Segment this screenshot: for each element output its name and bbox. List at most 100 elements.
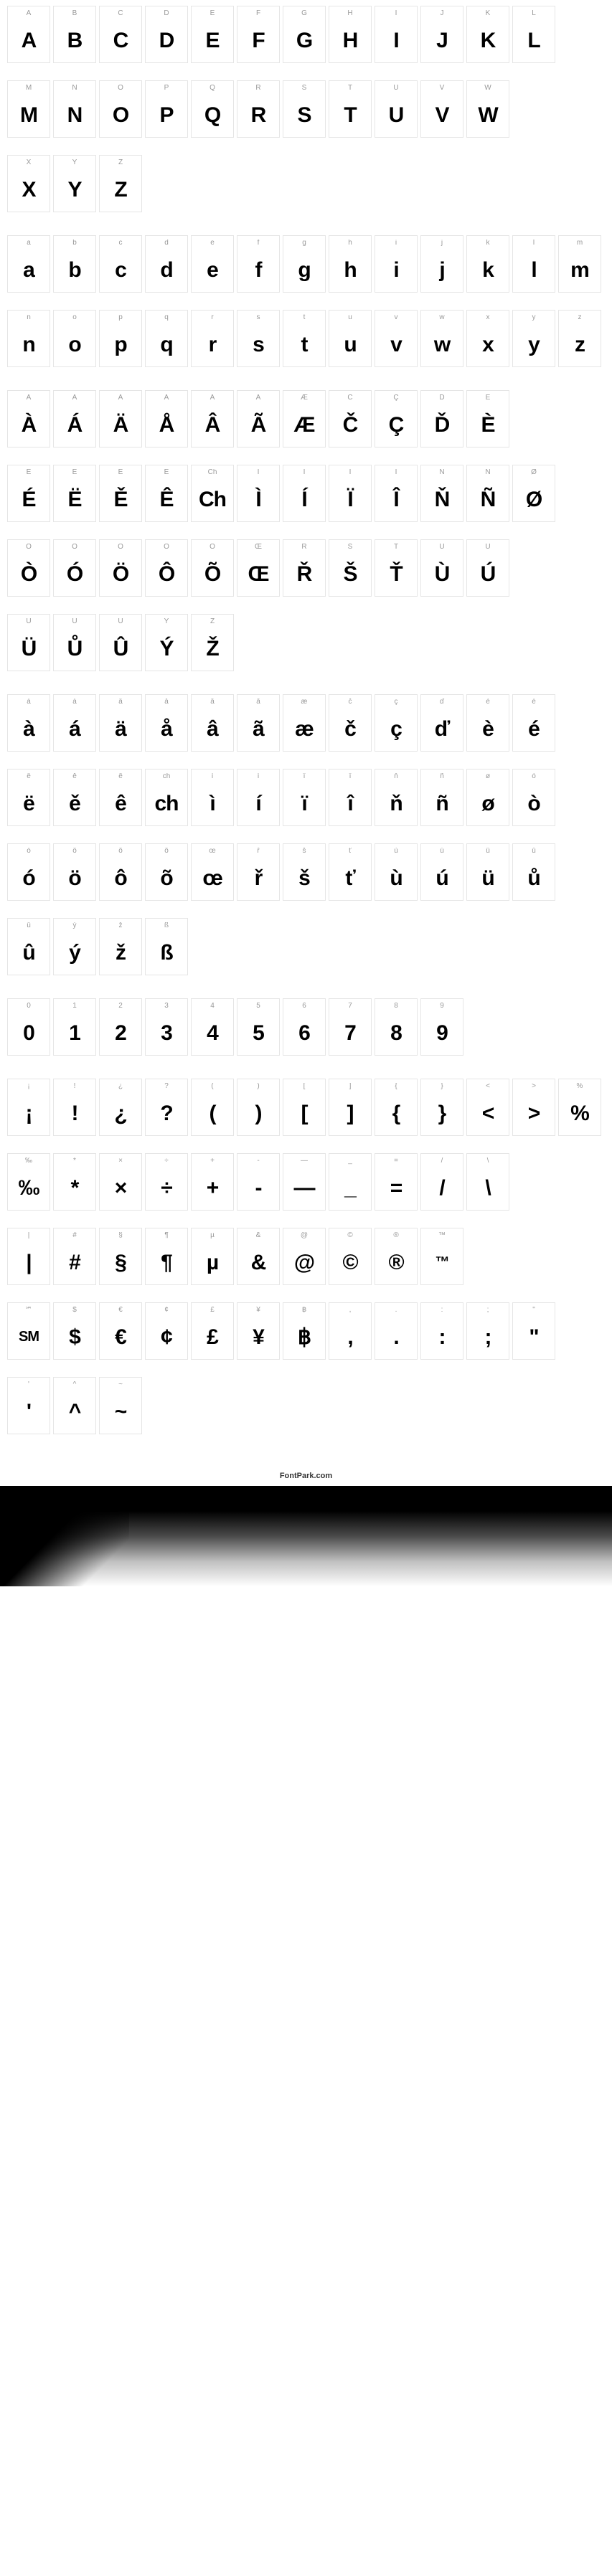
- glyph-cell[interactable]: MM: [7, 80, 50, 138]
- glyph-cell[interactable]: tt: [283, 310, 326, 367]
- glyph-cell[interactable]: ฿฿: [283, 1302, 326, 1360]
- glyph-cell[interactable]: øø: [466, 769, 509, 826]
- glyph-cell[interactable]: ÖÖ: [99, 539, 142, 597]
- glyph-cell[interactable]: ==: [375, 1153, 418, 1211]
- glyph-cell[interactable]: èè: [466, 694, 509, 752]
- glyph-cell[interactable]: îî: [329, 769, 372, 826]
- glyph-cell[interactable]: PP: [145, 80, 188, 138]
- glyph-cell[interactable]: gg: [283, 235, 326, 293]
- glyph-cell[interactable]: jj: [420, 235, 463, 293]
- glyph-cell[interactable]: VV: [420, 80, 463, 138]
- glyph-cell[interactable]: '': [7, 1377, 50, 1434]
- glyph-cell[interactable]: LL: [512, 6, 555, 63]
- glyph-cell[interactable]: ĎĎ: [420, 390, 463, 448]
- glyph-cell[interactable]: //: [420, 1153, 463, 1211]
- glyph-cell[interactable]: µµ: [191, 1228, 234, 1285]
- glyph-cell[interactable]: uu: [329, 310, 372, 367]
- glyph-cell[interactable]: 33: [145, 998, 188, 1056]
- glyph-cell[interactable]: šš: [283, 843, 326, 901]
- glyph-cell[interactable]: [[: [283, 1079, 326, 1136]
- glyph-cell[interactable]: oo: [53, 310, 96, 367]
- glyph-cell[interactable]: ÅÅ: [145, 390, 188, 448]
- glyph-cell[interactable]: ::: [420, 1302, 463, 1360]
- glyph-cell[interactable]: čč: [329, 694, 372, 752]
- glyph-cell[interactable]: ÀÀ: [7, 390, 50, 448]
- glyph-cell[interactable]: œœ: [191, 843, 234, 901]
- glyph-cell[interactable]: >>: [512, 1079, 555, 1136]
- glyph-cell[interactable]: chch: [145, 769, 188, 826]
- glyph-cell[interactable]: ‰‰: [7, 1153, 50, 1211]
- glyph-cell[interactable]: ëë: [7, 769, 50, 826]
- glyph-cell[interactable]: ##: [53, 1228, 96, 1285]
- glyph-cell[interactable]: ]]: [329, 1079, 372, 1136]
- glyph-cell[interactable]: %%: [558, 1079, 601, 1136]
- glyph-cell[interactable]: 55: [237, 998, 280, 1056]
- glyph-cell[interactable]: ¡¡: [7, 1079, 50, 1136]
- glyph-cell[interactable]: óó: [7, 843, 50, 901]
- glyph-cell[interactable]: ãã: [237, 694, 280, 752]
- glyph-cell[interactable]: hh: [329, 235, 372, 293]
- glyph-cell[interactable]: ŇŇ: [420, 465, 463, 522]
- glyph-cell[interactable]: ii: [375, 235, 418, 293]
- glyph-cell[interactable]: ûû: [7, 918, 50, 975]
- glyph-cell[interactable]: ee: [191, 235, 234, 293]
- glyph-cell[interactable]: íí: [237, 769, 280, 826]
- glyph-cell[interactable]: 22: [99, 998, 142, 1056]
- glyph-cell[interactable]: mm: [558, 235, 601, 293]
- glyph-cell[interactable]: ňň: [375, 769, 418, 826]
- glyph-cell[interactable]: áá: [53, 694, 96, 752]
- glyph-cell[interactable]: YY: [53, 155, 96, 212]
- glyph-cell[interactable]: üü: [466, 843, 509, 901]
- glyph-cell[interactable]: \\: [466, 1153, 509, 1211]
- glyph-cell[interactable]: rr: [191, 310, 234, 367]
- glyph-cell[interactable]: àà: [7, 694, 50, 752]
- glyph-cell[interactable]: ChCh: [191, 465, 234, 522]
- glyph-cell[interactable]: ìì: [191, 769, 234, 826]
- glyph-cell[interactable]: __: [329, 1153, 372, 1211]
- glyph-cell[interactable]: ÈÈ: [466, 390, 509, 448]
- glyph-cell[interactable]: ÑÑ: [466, 465, 509, 522]
- glyph-cell[interactable]: ýý: [53, 918, 96, 975]
- glyph-cell[interactable]: ÛÛ: [99, 614, 142, 671]
- glyph-cell[interactable]: ůů: [512, 843, 555, 901]
- glyph-cell[interactable]: !!: [53, 1079, 96, 1136]
- glyph-cell[interactable]: ŮŮ: [53, 614, 96, 671]
- glyph-cell[interactable]: ¿¿: [99, 1079, 142, 1136]
- glyph-cell[interactable]: GG: [283, 6, 326, 63]
- glyph-cell[interactable]: ŽŽ: [191, 614, 234, 671]
- glyph-cell[interactable]: çç: [375, 694, 418, 752]
- glyph-cell[interactable]: ŠŠ: [329, 539, 372, 597]
- glyph-cell[interactable]: BB: [53, 6, 96, 63]
- glyph-cell[interactable]: ææ: [283, 694, 326, 752]
- glyph-cell[interactable]: 44: [191, 998, 234, 1056]
- glyph-cell[interactable]: ff: [237, 235, 280, 293]
- glyph-cell[interactable]: ¥¥: [237, 1302, 280, 1360]
- glyph-cell[interactable]: CC: [99, 6, 142, 63]
- glyph-cell[interactable]: ťť: [329, 843, 372, 901]
- glyph-cell[interactable]: bb: [53, 235, 96, 293]
- glyph-cell[interactable]: ??: [145, 1079, 188, 1136]
- glyph-cell[interactable]: ©©: [329, 1228, 372, 1285]
- glyph-cell[interactable]: ¢¢: [145, 1302, 188, 1360]
- glyph-cell[interactable]: õõ: [145, 843, 188, 901]
- glyph-cell[interactable]: ++: [191, 1153, 234, 1211]
- glyph-cell[interactable]: ;;: [466, 1302, 509, 1360]
- glyph-cell[interactable]: "": [512, 1302, 555, 1360]
- glyph-cell[interactable]: NN: [53, 80, 96, 138]
- glyph-cell[interactable]: ..: [375, 1302, 418, 1360]
- glyph-cell[interactable]: ÙÙ: [420, 539, 463, 597]
- glyph-cell[interactable]: AA: [7, 6, 50, 63]
- glyph-cell[interactable]: ÕÕ: [191, 539, 234, 597]
- glyph-cell[interactable]: ((: [191, 1079, 234, 1136]
- glyph-cell[interactable]: DD: [145, 6, 188, 63]
- glyph-cell[interactable]: ——: [283, 1153, 326, 1211]
- glyph-cell[interactable]: XX: [7, 155, 50, 212]
- glyph-cell[interactable]: 11: [53, 998, 96, 1056]
- glyph-cell[interactable]: ŤŤ: [375, 539, 418, 597]
- glyph-cell[interactable]: ZZ: [99, 155, 142, 212]
- glyph-cell[interactable]: êê: [99, 769, 142, 826]
- glyph-cell[interactable]: ,,: [329, 1302, 372, 1360]
- glyph-cell[interactable]: ww: [420, 310, 463, 367]
- glyph-cell[interactable]: kk: [466, 235, 509, 293]
- glyph-cell[interactable]: ËË: [53, 465, 96, 522]
